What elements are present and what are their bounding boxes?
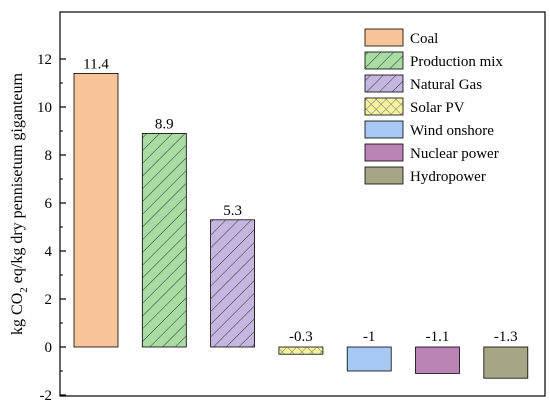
y-tick-label: 4 (45, 244, 53, 260)
legend-swatch-pattern-production-mix (365, 52, 403, 69)
y-tick-label: 0 (45, 340, 53, 356)
legend: Coal Production mix Natural Gas Solar PV Win… (364, 28, 503, 185)
legend-swatch-coal (364, 28, 404, 47)
bar-nuclear-power (415, 346, 460, 374)
data-label-natural-gas: 5.3 (223, 203, 242, 219)
y-tick-label: 12 (37, 52, 52, 68)
legend-label-coal: Coal (410, 31, 438, 47)
bar-pattern-natural-gas (210, 219, 255, 347)
bars (73, 73, 529, 379)
legend-swatch-pattern-solar-pv (365, 98, 403, 115)
data-label-solar-pv: -0.3 (289, 329, 313, 345)
y-axis-label-suffix: eq/kg dry pennisetum giganteum (9, 72, 26, 287)
y-axis-label-subscript: 2 (18, 287, 30, 293)
y-axis-label: kg CO2 eq/kg dry pennisetum giganteum (9, 72, 30, 334)
legend-label-nuclear-power: Nuclear power (410, 146, 499, 162)
data-label-hydropower: -1.3 (494, 329, 518, 345)
plot-frame (59, 11, 546, 397)
y-axis: -2 0 2 4 6 8 10 12 (37, 52, 66, 404)
legend-label-wind-onshore: Wind onshore (410, 123, 494, 139)
bar-hydropower (483, 346, 529, 379)
legend-label-natural-gas: Natural Gas (410, 77, 482, 93)
data-label-production-mix: 8.9 (155, 116, 174, 132)
bar-coal (73, 73, 119, 348)
y-tick-label: -2 (40, 388, 53, 404)
bar-pattern-solar-pv (278, 347, 323, 355)
y-tick-label: 10 (37, 100, 52, 116)
bar-wind-onshore (346, 346, 392, 372)
data-label-coal: 11.4 (83, 56, 109, 72)
legend-swatch-wind-onshore (364, 120, 404, 139)
legend-label-solar-pv: Solar PV (410, 100, 465, 116)
legend-label-production-mix: Production mix (410, 54, 503, 70)
bar-pattern-production-mix (142, 133, 187, 347)
y-axis-label-prefix: kg CO (9, 293, 26, 335)
data-label-nuclear-power: -1.1 (426, 329, 450, 345)
legend-swatch-nuclear-power (364, 143, 404, 162)
y-tick-label: 6 (45, 196, 53, 212)
data-labels: 11.4 8.9 5.3 -0.3 -1 -1.1 -1.3 (83, 56, 518, 345)
y-tick-label: 8 (45, 148, 53, 164)
legend-swatch-pattern-natural-gas (365, 75, 403, 92)
legend-swatch-hydropower (364, 166, 404, 185)
y-tick-label: 2 (45, 292, 53, 308)
legend-label-hydropower: Hydropower (410, 169, 486, 185)
data-label-wind-onshore: -1 (363, 329, 376, 345)
